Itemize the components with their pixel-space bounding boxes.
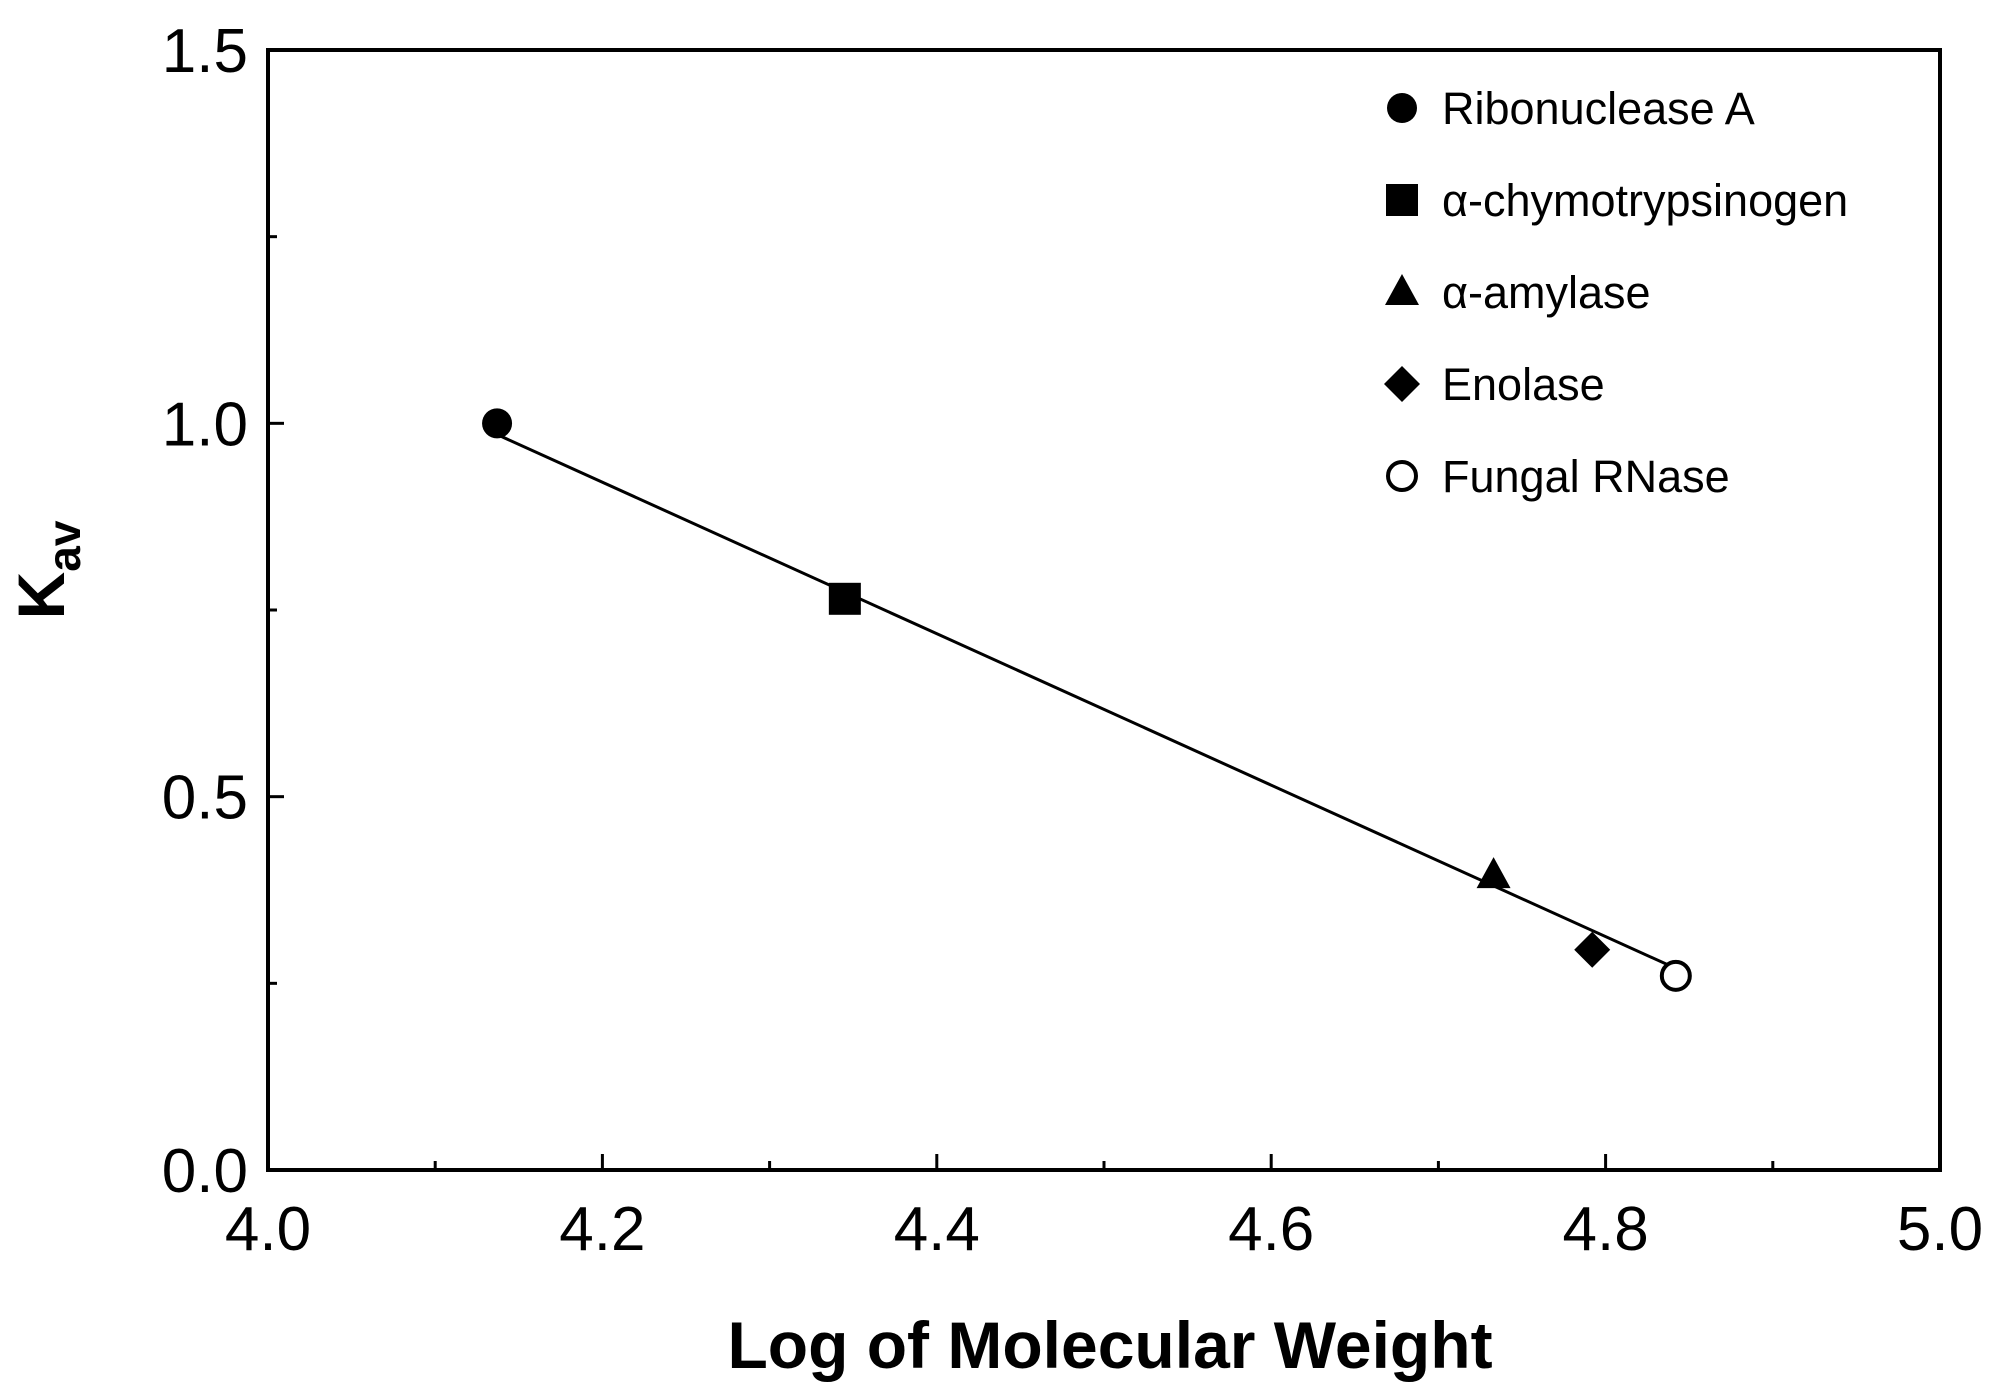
legend-marker-enolase	[1384, 366, 1420, 402]
x-tick-label: 4.2	[559, 1195, 645, 1264]
legend-marker-fungal-rnase	[1386, 460, 1418, 492]
y-axis-title-main: K	[4, 571, 78, 619]
legend-label-chymotrypsinogen: α-chymotrypsinogen	[1442, 175, 1848, 226]
x-axis-title: Log of Molecular Weight	[727, 1308, 1492, 1382]
y-axis-title-group: Kav	[4, 520, 90, 619]
legend-marker-ribonuclease-a	[1387, 93, 1417, 123]
x-tick-label: 4.8	[1562, 1195, 1648, 1264]
y-axis-title: Kav	[4, 520, 90, 619]
data-points	[482, 408, 1692, 992]
legend-label-ribonuclease-a: Ribonuclease A	[1442, 83, 1755, 134]
x-tick-label: 4.6	[1228, 1195, 1314, 1264]
axes: 4.0 4.2 4.4 4.6 4.8 5.0 0.0 0.5 1.0 1.5	[162, 17, 1983, 1264]
y-tick-label: 1.5	[162, 17, 248, 86]
legend-label-fungal-rnase: Fungal RNase	[1442, 451, 1730, 502]
data-point-amylase	[1476, 857, 1511, 889]
data-point-chymotrypsinogen	[828, 582, 861, 615]
data-point-fungal-rnase	[1659, 959, 1692, 992]
data-point-ribonuclease-a	[482, 408, 513, 439]
legend: Ribonuclease A α-chymotrypsinogen α-amylas…	[1384, 83, 1848, 502]
x-tick-label: 4.0	[225, 1195, 311, 1264]
y-tick-label: 1.0	[162, 390, 248, 459]
legend-marker-amylase	[1385, 274, 1419, 305]
legend-label-enolase: Enolase	[1442, 359, 1605, 410]
y-tick-label: 0.0	[162, 1137, 248, 1206]
data-point-enolase	[1574, 931, 1611, 968]
legend-marker-chymotrypsinogen	[1386, 184, 1418, 216]
y-axis-title-subscript: av	[38, 520, 90, 572]
x-tick-label: 5.0	[1897, 1195, 1983, 1264]
x-tick-label: 4.4	[894, 1195, 980, 1264]
fit-line	[496, 433, 1677, 970]
y-tick-label: 0.5	[162, 764, 248, 833]
legend-label-amylase: α-amylase	[1442, 267, 1651, 318]
fit-line-group	[496, 433, 1677, 970]
